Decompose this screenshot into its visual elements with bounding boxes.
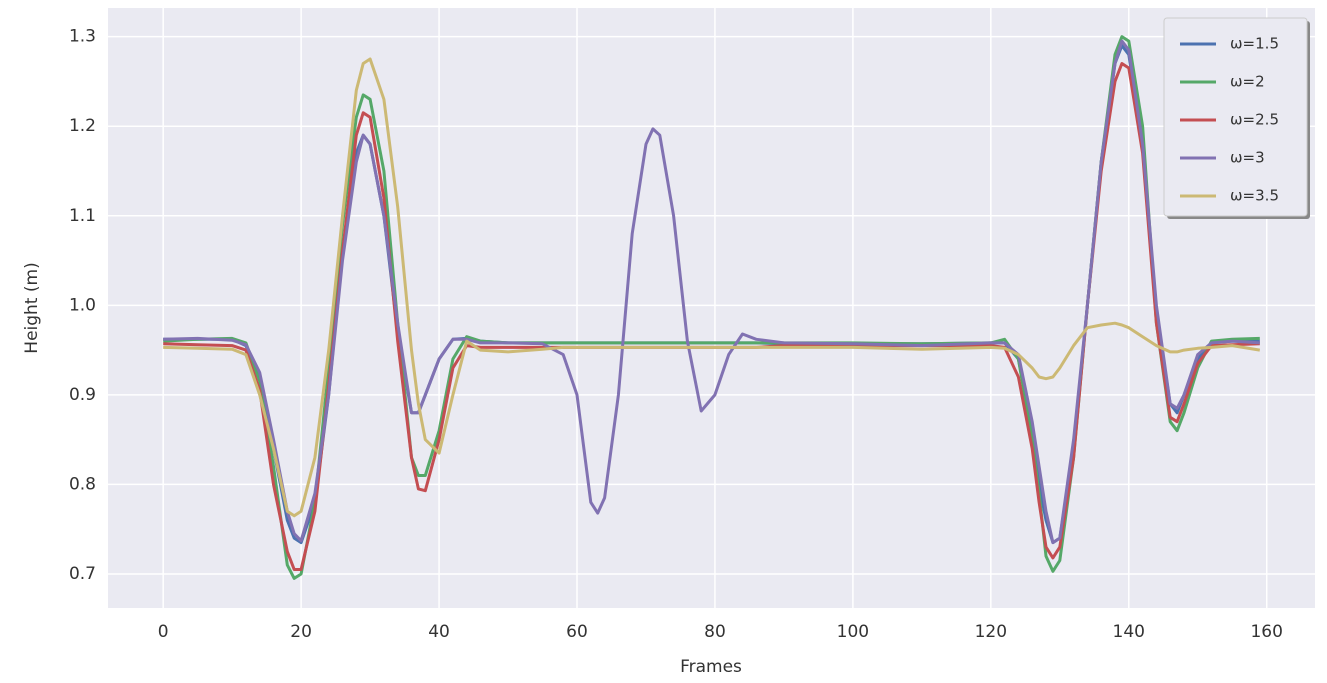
x-tick-label: 40 (428, 622, 450, 642)
x-tick-label: 140 (1113, 622, 1145, 642)
x-tick-label: 20 (290, 622, 312, 642)
x-tick-label: 60 (566, 622, 588, 642)
y-tick-label: 1.0 (69, 295, 96, 315)
y-tick-label: 1.1 (69, 206, 96, 226)
x-tick-label: 0 (158, 622, 169, 642)
legend-label: ω=1.5 (1230, 35, 1279, 53)
y-axis-label: Height (m) (22, 262, 42, 353)
x-tick-label: 100 (837, 622, 869, 642)
x-axis-label: Frames (680, 657, 742, 677)
y-tick-label: 1.3 (69, 27, 96, 47)
series-line (163, 57, 1261, 518)
legend: ω=1.5 ω=2 ω=2.5 ω=3 ω=3.5 (1163, 17, 1310, 219)
y-tick-label: 1.2 (69, 116, 96, 136)
legend-label: ω=2 (1230, 73, 1265, 91)
legend-label: ω=3.5 (1230, 187, 1279, 205)
y-tick-label: 0.9 (69, 385, 96, 405)
x-tick-label: 80 (704, 622, 726, 642)
x-tick-label: 160 (1250, 622, 1282, 642)
x-tick-label: 120 (975, 622, 1007, 642)
series-line (163, 39, 1260, 545)
y-tick-label: 0.8 (69, 474, 96, 494)
y-tick-label: 0.7 (69, 564, 96, 584)
legend-label: ω=2.5 (1230, 111, 1279, 129)
legend-label: ω=3 (1230, 149, 1265, 167)
legend-box (1163, 17, 1308, 217)
